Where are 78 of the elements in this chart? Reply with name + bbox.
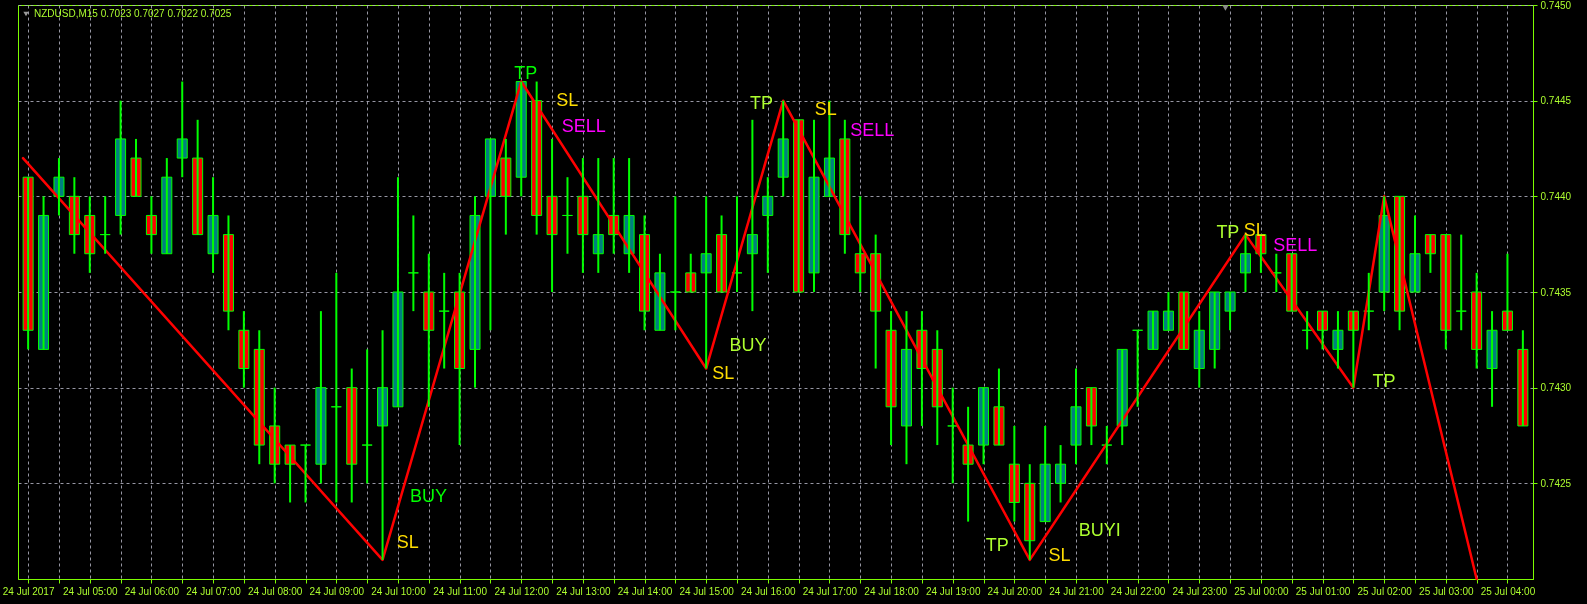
x-tick-label: 24 Jul 08:00 [247,585,303,597]
candlestick [546,137,558,293]
candlestick [669,195,681,332]
annotation: TP [1372,370,1396,391]
candlestick [315,310,327,485]
x-tick-label: 24 Jul 23:00 [1172,585,1228,597]
annotation: SL [1243,219,1266,240]
candlestick [238,310,250,389]
candlestick [207,176,219,274]
x-tick-label: 24 Jul 09:00 [309,585,365,597]
x-tick-label: 25 Jul 02:00 [1357,585,1413,597]
candlestick [577,157,589,274]
candlestick [1147,310,1159,351]
candlestick [1517,329,1529,427]
x-tick-label: 24 Jul 10:00 [371,585,427,597]
candlestick [300,444,312,504]
annotation: SELL [850,120,895,141]
y-tick-label: 0.7430 [1540,382,1572,394]
x-tick-label: 24 Jul 07:00 [186,585,242,597]
candlestick [1070,367,1082,466]
candlestick [1132,329,1144,408]
candlestick [885,310,897,447]
x-tick-label: 24 Jul 18:00 [864,585,920,597]
annotation: SL [396,531,419,552]
x-tick-label: 24 Jul 22:00 [1110,585,1166,597]
x-tick-label: 25 Jul 00:00 [1234,585,1290,597]
x-tick-label: 24 Jul 14:00 [617,585,673,597]
candlestick [947,386,959,485]
x-tick-label: 24 Jul 16:00 [741,585,796,597]
x-tick-label: 24 Jul 21:00 [1049,585,1105,597]
x-tick-label: 24 Jul 15:00 [679,585,735,597]
candlestick [1409,214,1421,293]
x-tick-label: 25 Jul 03:00 [1419,585,1474,597]
candlestick [1224,291,1236,332]
y-tick-label: 0.7440 [1540,190,1572,202]
y-tick-label: 0.7435 [1540,286,1572,298]
annotation: TP [1216,221,1240,242]
x-tick-label: 25 Jul 01:00 [1295,585,1351,597]
annotation: BUY [729,334,767,355]
x-tick-label: 24 Jul 11:00 [433,585,488,597]
annotation: BUYI [1078,520,1121,541]
annotation: SL [1048,545,1071,566]
annotation: SELL [561,116,606,137]
annotation: SL [556,89,579,110]
candlestick [1101,424,1113,466]
candlestick [407,214,419,313]
line-series [21,80,1478,581]
chart-title: NZDUSD,M15 0.7023 0.7027 0.7022 0.7025 [34,8,232,19]
candlestick [1486,310,1498,408]
candlestick [130,137,142,198]
x-tick-label: 24 Jul 13:00 [556,585,612,597]
candlestick [22,176,34,351]
annotation: SELL [1273,235,1318,256]
y-tick-label: 0.7450 [1540,0,1572,11]
candlestick [438,271,450,370]
annotation: BUY [410,485,448,506]
x-tick-label: 24 Jul 19:00 [925,585,981,597]
candlestick [993,367,1005,447]
candlestick [99,195,111,255]
x-tick-label: 24 Jul 20:00 [987,585,1043,597]
y-tick-label: 0.7425 [1540,477,1572,489]
annotation: TP [514,62,538,83]
annotation: TP [985,535,1009,556]
annotation: SL [712,363,735,384]
annotation: TP [750,93,774,114]
candlestick [1332,310,1344,370]
x-tick-label: 25 Jul 04:00 [1480,585,1536,597]
candlestick [561,176,573,255]
candlestick [1301,310,1313,351]
candlestick [1455,233,1467,332]
x-tick-label: 24 Jul 12:00 [494,585,550,597]
y-tick-label: 0.7445 [1540,95,1572,107]
x-tick-label: 24 Jul 17:00 [802,585,858,597]
candlestick [361,348,373,485]
x-tick-label: 24 Jul 06:00 [124,585,180,597]
x-tick-label: 24 Jul 2017 [2,585,55,597]
x-tick-label: 24 Jul 05:00 [63,585,118,597]
candlestick [808,118,820,293]
